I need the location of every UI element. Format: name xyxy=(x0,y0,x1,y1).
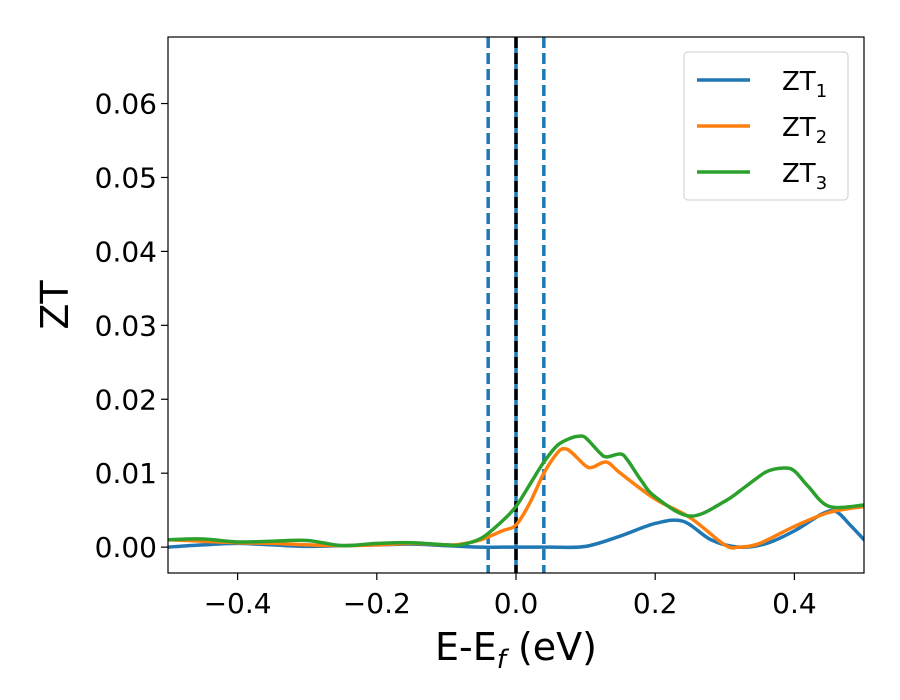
legend-label-zt3: ZT3 xyxy=(782,159,827,194)
y-tick-label: 0.06 xyxy=(95,88,157,121)
x-axis-label: E-Ef (eV) xyxy=(435,625,597,675)
legend-label-main: ZT xyxy=(782,67,816,97)
y-tick-label: 0.02 xyxy=(95,383,157,416)
series-line-zt3 xyxy=(168,434,864,548)
y-axis-label: ZT xyxy=(33,280,77,330)
series-lines xyxy=(168,434,864,550)
legend-label-subscript: 3 xyxy=(816,173,827,194)
x-axis-label-unit: (eV) xyxy=(506,625,597,669)
legend-label-zt2: ZT2 xyxy=(782,113,827,148)
reference-lines xyxy=(486,37,546,573)
legend-label-subscript: 1 xyxy=(816,81,827,102)
legend-box xyxy=(683,51,849,201)
x-tick-label: −0.4 xyxy=(204,587,272,620)
x-tick-label: 0.0 xyxy=(494,587,539,620)
legend-label-subscript: 2 xyxy=(816,127,827,148)
y-tick-label: 0.01 xyxy=(95,457,157,490)
y-tick-label: 0.00 xyxy=(95,531,157,564)
x-tick-label: 0.4 xyxy=(772,587,817,620)
x-axis-ticks: −0.4 −0.2 0.0 0.2 0.4 xyxy=(204,573,817,620)
legend-label-main: ZT xyxy=(782,159,816,189)
y-tick-label: 0.04 xyxy=(95,235,157,268)
legend-label-main: ZT xyxy=(782,113,816,143)
x-tick-label: −0.2 xyxy=(343,587,411,620)
legend-label-zt1: ZT1 xyxy=(782,67,827,102)
y-axis-ticks: 0.00 0.01 0.02 0.03 0.04 0.05 0.06 xyxy=(95,88,168,564)
y-tick-label: 0.03 xyxy=(95,309,157,342)
x-tick-label: 0.2 xyxy=(633,587,678,620)
y-tick-label: 0.05 xyxy=(95,161,157,194)
x-axis-label-main: E-E xyxy=(435,625,497,669)
